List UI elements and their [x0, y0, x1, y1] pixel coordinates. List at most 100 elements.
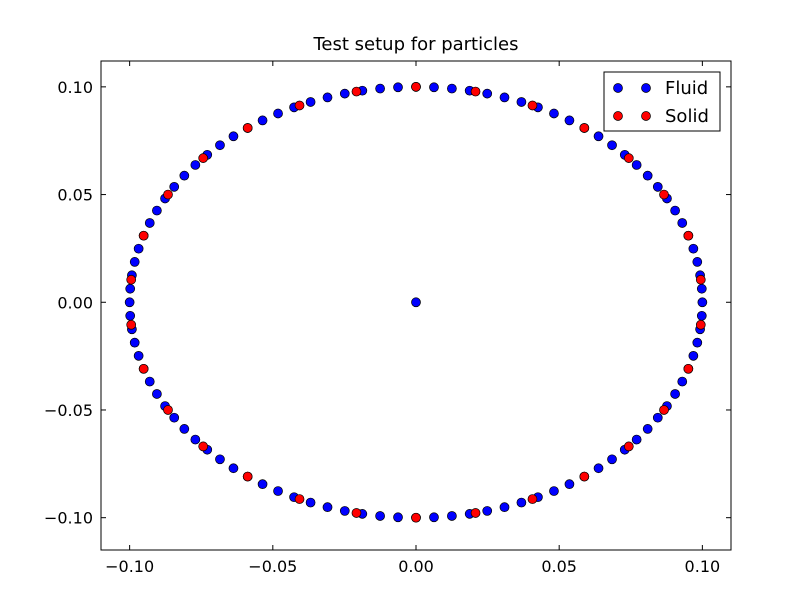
solid-point — [198, 441, 209, 452]
fluid-point — [339, 88, 350, 99]
solid-point — [242, 471, 253, 482]
fluid-point — [228, 463, 239, 474]
fluid-point — [692, 337, 703, 348]
fluid-point — [429, 82, 439, 93]
fluid-point — [144, 218, 155, 228]
fluid-point — [322, 92, 333, 103]
fluid-point — [688, 350, 699, 361]
fluid-point — [169, 181, 180, 192]
fluid-point — [696, 310, 707, 321]
fluid-point — [482, 88, 493, 99]
fluid-point — [593, 463, 604, 474]
fluid-point — [152, 205, 162, 216]
solid-point — [527, 100, 538, 111]
solid-point — [198, 153, 209, 163]
solid-point — [351, 508, 362, 518]
chart-title: Test setup for particles — [313, 34, 519, 55]
fluid-point — [652, 412, 663, 423]
fluid-point — [129, 257, 140, 267]
solid-point — [659, 405, 669, 415]
fluid-point — [642, 170, 653, 181]
fluid-point — [652, 181, 663, 192]
fluid-point — [144, 376, 155, 387]
fluid-point — [152, 389, 162, 399]
fluid-point — [305, 497, 316, 508]
fluid-point — [190, 434, 201, 445]
fluid-point — [393, 512, 403, 523]
solid-point — [294, 100, 305, 111]
fluid-point — [697, 297, 708, 308]
fluid-point — [375, 83, 385, 94]
solid-point — [695, 274, 706, 285]
fluid-point — [305, 97, 316, 107]
solid-point — [527, 494, 538, 504]
fluid-point — [215, 454, 225, 465]
solid-point — [138, 230, 149, 241]
x-tick-label: 0.10 — [685, 557, 721, 576]
solid-point — [411, 82, 421, 92]
solid-point — [126, 319, 137, 330]
solid-point — [623, 153, 634, 163]
fluid-point — [607, 454, 617, 465]
legend-marker-fluid-1 — [613, 83, 623, 93]
fluid-point — [564, 115, 575, 126]
solid-point — [683, 230, 694, 241]
data-points — [124, 82, 708, 523]
fluid-point — [499, 502, 510, 512]
fluid-point — [670, 205, 680, 216]
fluid-point — [688, 243, 699, 254]
solid-point — [623, 441, 634, 452]
x-tick-label: 0.05 — [541, 557, 577, 576]
solid-point — [683, 363, 694, 374]
plot-frame — [100, 60, 732, 551]
fluid-point — [593, 131, 604, 142]
fluid-point — [429, 512, 439, 523]
fluid-point — [190, 160, 201, 170]
solid-point — [659, 189, 669, 200]
fluid-point — [215, 140, 225, 151]
fluid-point — [692, 257, 703, 267]
fluid-point — [125, 283, 136, 294]
solid-point — [470, 508, 481, 518]
fluid-point — [322, 502, 333, 512]
fluid-point — [670, 389, 680, 399]
solid-point — [579, 123, 590, 133]
fluid-point — [375, 511, 385, 521]
fluid-point — [393, 82, 403, 93]
tick-marks — [101, 61, 731, 550]
legend-marker-solid-1 — [613, 111, 623, 121]
fluid-point — [133, 243, 144, 254]
fluid-point — [179, 424, 190, 434]
fluid-point — [228, 131, 239, 142]
fluid-point — [257, 479, 268, 490]
solid-point — [163, 405, 173, 415]
fluid-point — [257, 115, 268, 126]
solid-point — [695, 319, 706, 330]
legend-label-solid: Solid — [665, 106, 709, 127]
solid-point — [294, 494, 305, 504]
solid-point — [579, 471, 590, 482]
fluid-point — [564, 479, 575, 490]
legend-marker-solid-2 — [641, 111, 651, 121]
legend-box — [603, 71, 721, 132]
y-tick-label: 0.00 — [57, 293, 93, 312]
fluid-point — [516, 97, 527, 107]
legend-marker-fluid-2 — [641, 83, 651, 93]
legend-label-fluid: Fluid — [665, 78, 708, 99]
fluid-point — [133, 350, 144, 361]
fluid-point — [447, 511, 457, 521]
fluid-point — [677, 218, 688, 228]
x-tick-label: −0.05 — [248, 557, 297, 576]
fluid-point — [677, 376, 688, 387]
solid-point — [411, 512, 421, 523]
y-tick-label: 0.05 — [57, 186, 93, 205]
fluid-point — [179, 170, 190, 181]
fluid-point — [696, 283, 707, 294]
solid-point — [138, 363, 149, 374]
fluid-point — [339, 506, 350, 516]
y-tick-label: 0.10 — [57, 78, 93, 97]
x-tick-label: −0.10 — [105, 557, 154, 576]
fluid-point — [516, 497, 527, 508]
solid-point — [126, 274, 137, 285]
